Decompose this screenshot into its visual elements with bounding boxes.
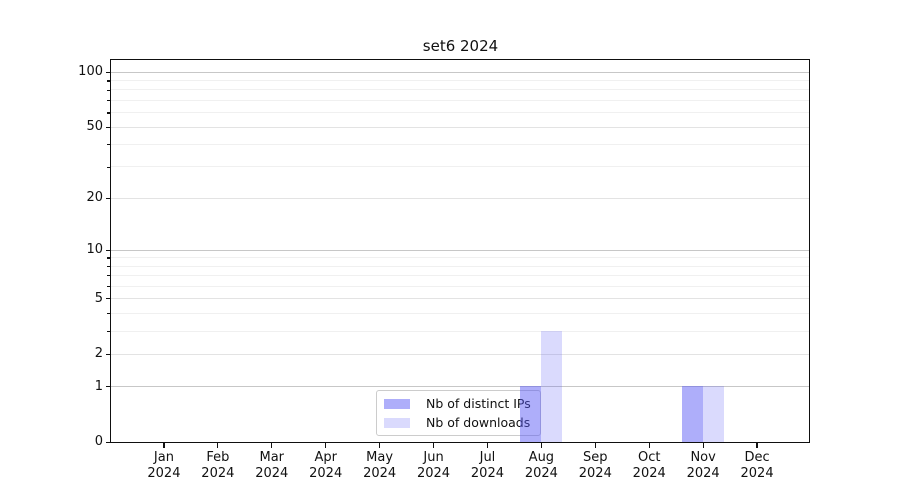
legend-label-distinct-ips: Nb of distinct IPs	[426, 396, 531, 411]
legend-swatch-downloads	[384, 417, 410, 428]
x-tick-label-dec: Dec 2024	[740, 450, 774, 481]
y-tick-mark	[105, 71, 110, 74]
legend-label-downloads: Nb of downloads	[426, 415, 531, 430]
x-tick-mark	[486, 443, 489, 448]
y-tick-label: 2	[94, 346, 103, 362]
x-tick-label-may: May 2024	[363, 450, 397, 481]
x-tick-label-feb: Feb 2024	[201, 450, 235, 481]
gridline-minor	[111, 166, 809, 168]
gridline-major	[111, 298, 809, 300]
gridline-major	[111, 126, 809, 128]
y-tick-label: 0	[94, 434, 103, 450]
gridline-minor	[111, 330, 809, 332]
y-tick-mark-minor	[107, 100, 110, 102]
gridline-minor	[111, 285, 809, 287]
y-tick-mark	[105, 386, 110, 388]
x-tick-mark	[756, 443, 758, 448]
gridline-minor	[111, 144, 809, 146]
legend: Nb of distinct IPs Nb of downloads	[376, 390, 541, 436]
gridline-minor	[111, 80, 809, 82]
y-tick-mark-minor	[107, 275, 110, 277]
bar-nb-of-distinct-ips-aug	[519, 386, 541, 442]
legend-item-downloads: Nb of downloads	[384, 415, 540, 431]
y-tick-mark	[105, 298, 110, 300]
gridline-minor	[111, 112, 809, 114]
bar-nb-of-downloads-aug	[540, 330, 562, 442]
y-tick-mark-minor	[107, 265, 110, 268]
x-tick-label-mar: Mar 2024	[255, 450, 289, 481]
x-tick-mark	[325, 443, 327, 448]
x-tick-label-jun: Jun 2024	[416, 450, 451, 481]
gridline-major	[111, 197, 809, 199]
x-tick-label-nov: Nov 2024	[686, 450, 720, 481]
gridline-minor	[111, 275, 809, 277]
y-tick-label: 50	[86, 119, 103, 135]
x-tick-mark	[163, 443, 165, 448]
y-tick-label: 100	[78, 64, 103, 80]
x-tick-mark	[378, 443, 381, 448]
x-tick-label-apr: Apr 2024	[309, 450, 343, 481]
gridline-major	[111, 353, 809, 355]
bar-nb-of-distinct-ips-nov	[681, 386, 703, 442]
y-tick-mark-minor	[107, 112, 110, 114]
gridline-minor	[111, 312, 809, 314]
y-tick-mark	[105, 353, 110, 355]
y-tick-mark-minor	[107, 80, 110, 82]
gridline-minor	[111, 257, 809, 259]
gridline-minor	[111, 265, 809, 267]
y-tick-mark-minor	[107, 257, 110, 259]
x-tick-label-sep: Sep 2024	[578, 450, 612, 481]
x-tick-mark	[432, 443, 435, 448]
x-tick-mark	[594, 443, 596, 448]
y-tick-mark-minor	[107, 89, 110, 91]
gridline-minor	[111, 100, 809, 102]
x-tick-label-jul: Jul 2024	[470, 450, 504, 481]
x-tick-mark	[702, 443, 704, 448]
y-tick-mark-minor	[107, 144, 110, 146]
gridline-major	[111, 249, 809, 251]
x-tick-mark	[271, 443, 273, 448]
y-tick-mark	[105, 126, 110, 128]
legend-swatch-distinct-ips	[384, 398, 410, 409]
y-tick-label: 10	[86, 242, 103, 258]
y-tick-mark	[105, 441, 110, 444]
y-tick-label: 5	[94, 290, 103, 306]
y-tick-mark-minor	[107, 285, 110, 288]
x-tick-mark	[217, 443, 219, 448]
gridline-minor	[111, 89, 809, 91]
chart-title: set6 2024	[422, 37, 499, 55]
y-tick-mark	[105, 249, 110, 251]
legend-item-distinct-ips: Nb of distinct IPs	[384, 396, 540, 412]
x-tick-mark	[540, 443, 543, 448]
y-tick-mark	[105, 197, 110, 199]
plot-area: Nb of distinct IPs Nb of downloads	[110, 59, 810, 443]
gridline-major	[111, 71, 809, 73]
y-tick-label: 1	[94, 378, 103, 394]
y-tick-mark-minor	[107, 166, 110, 168]
x-tick-mark	[648, 443, 650, 448]
x-tick-label-jan: Jan 2024	[147, 450, 181, 481]
y-tick-mark-minor	[107, 330, 110, 333]
gridline-major	[111, 386, 809, 388]
y-tick-label: 20	[86, 190, 103, 206]
x-tick-label-oct: Oct 2024	[632, 450, 666, 481]
x-tick-label-aug: Aug 2024	[524, 450, 558, 481]
y-tick-mark-minor	[107, 312, 110, 315]
bar-nb-of-downloads-nov	[702, 386, 724, 442]
